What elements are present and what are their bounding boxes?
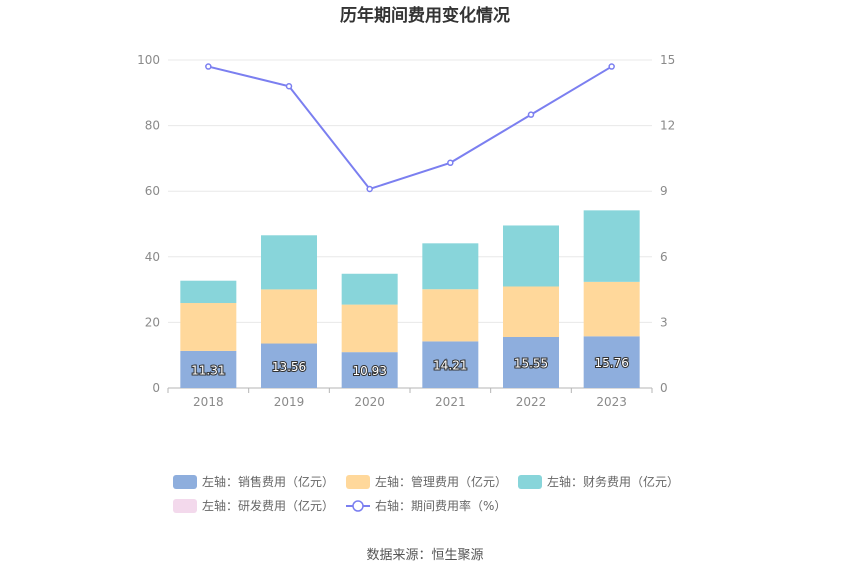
- bar-segment-0: [341, 352, 398, 388]
- rate-point: [527, 111, 535, 118]
- x-tick-label: 2021: [435, 395, 466, 409]
- left-tick-label: 60: [145, 184, 160, 198]
- left-axis-ticks: 0 20 40 60 80 100: [137, 53, 160, 395]
- legend: 左轴：销售费用（亿元） 左轴：管理费用（亿元） 左轴：财务费用（亿元） 左轴：研发费用…: [173, 474, 679, 513]
- bar-value-label: 15.76: [594, 356, 628, 370]
- legend-label-2: 左轴：财务费用（亿元）: [547, 474, 679, 489]
- x-axis-ticks: 2018 2019 2020 2021 2022 2023: [167, 388, 653, 409]
- right-tick-label: 9: [660, 184, 668, 198]
- legend-label-3: 左轴：研发费用（亿元）: [202, 498, 334, 513]
- rate-point: [447, 159, 454, 167]
- bar-segment-2: [503, 225, 559, 287]
- left-tick-label: 40: [145, 250, 160, 264]
- x-tick-label: 2020: [354, 395, 385, 409]
- bar-segment-0: [180, 350, 237, 388]
- rate-line: [205, 63, 615, 193]
- bar-segment-1: [180, 303, 237, 351]
- legend-swatch-1: [346, 475, 370, 489]
- right-tick-label: 0: [660, 381, 668, 395]
- x-tick-label: 2019: [274, 395, 305, 409]
- left-tick-label: 20: [145, 315, 160, 329]
- legend-label-4: 右轴：期间费用率（%）: [375, 498, 506, 513]
- bars: [180, 210, 640, 388]
- legend-marker: [352, 500, 364, 512]
- bar-segment-2: [261, 235, 317, 290]
- right-axis-ticks: 0 3 6 9 12 15: [660, 53, 675, 395]
- bar-segment-0: [503, 336, 559, 388]
- bar-segment-2: [180, 280, 237, 304]
- bar-segment-1: [261, 289, 317, 344]
- right-tick-label: 3: [660, 315, 668, 329]
- bar-value-label: 15.55: [514, 356, 548, 370]
- legend-swatch-3: [173, 499, 197, 513]
- left-tick-label: 100: [137, 53, 160, 67]
- bar-segment-0: [261, 343, 317, 388]
- legend-label-0: 左轴：销售费用（亿元）: [202, 474, 334, 489]
- bar-segment-0: [422, 341, 479, 388]
- left-tick-label: 0: [152, 381, 160, 395]
- rate-point: [366, 185, 373, 193]
- legend-label-1: 左轴：管理费用（亿元）: [375, 474, 507, 489]
- rate-point: [285, 82, 293, 90]
- rate-point: [205, 63, 212, 70]
- bar-value-label: 10.93: [352, 364, 386, 378]
- bar-value-label: 14.21: [433, 359, 467, 373]
- source-label: 数据来源：恒生聚源: [366, 548, 483, 563]
- bar-value-label: 11.31: [191, 363, 225, 377]
- rate-point: [608, 63, 615, 70]
- bar-segment-2: [583, 210, 640, 282]
- bar-value-label: 13.56: [272, 360, 306, 374]
- legend-swatch-2: [518, 475, 542, 489]
- bar-labels: 11.31 13.56 10.93 14.21 15.55 15.76: [190, 355, 630, 379]
- x-tick-label: 2018: [193, 395, 224, 409]
- right-tick-label: 12: [660, 119, 675, 133]
- grid: [168, 59, 652, 389]
- left-tick-label: 80: [145, 119, 160, 133]
- legend-swatch-0: [173, 475, 197, 489]
- bar-segment-1: [422, 289, 479, 342]
- bar-segment-0: [583, 336, 640, 388]
- chart-title: 历年期间费用变化情况: [340, 5, 510, 26]
- rate-line-path: [208, 65, 613, 191]
- right-tick-label: 6: [660, 250, 668, 264]
- bar-segment-2: [341, 273, 398, 305]
- bar-segment-1: [341, 304, 398, 353]
- x-tick-label: 2023: [596, 395, 627, 409]
- right-tick-label: 15: [660, 53, 675, 67]
- bar-segment-2: [422, 243, 479, 290]
- bar-segment-1: [583, 281, 640, 337]
- bar-segment-1: [503, 286, 559, 337]
- x-tick-label: 2022: [516, 395, 547, 409]
